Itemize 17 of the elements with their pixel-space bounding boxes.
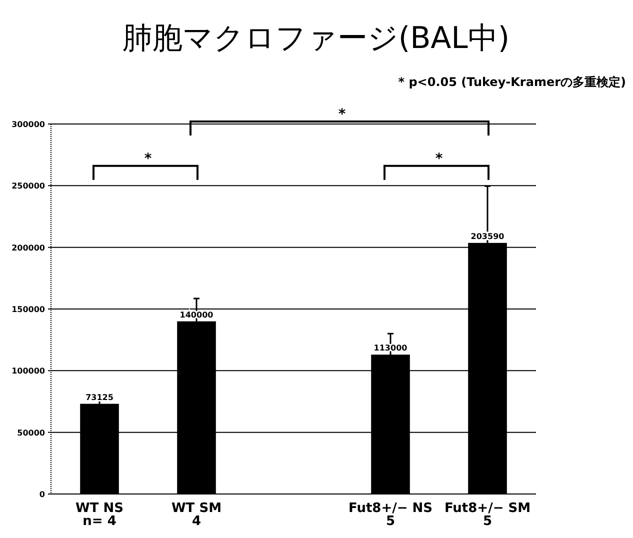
chart-title: 肺胞マクロファージ(BAL中) — [122, 21, 510, 56]
data-label: 73125 — [86, 392, 114, 402]
y-tick-label: 100000 — [12, 366, 46, 376]
y-tick-label: 0 — [39, 490, 46, 499]
y-tick-label: 150000 — [12, 305, 46, 314]
y-tick-label: 250000 — [12, 182, 46, 191]
text: * p<0.05 (Tukey-Kramerの多重検定) — [398, 75, 626, 89]
x-tick-label: Fut8+/− SM 5 — [444, 501, 531, 529]
x-tick-label: WT NS n= 4 — [76, 501, 124, 529]
y-tick-label: 300000 — [12, 120, 46, 129]
text: * — [338, 106, 346, 123]
y-tick-label: 50000 — [17, 428, 46, 438]
annotation: * — [435, 150, 444, 167]
x-tick-label: WT SM 4 — [171, 501, 222, 529]
y-tick-label: 200000 — [12, 243, 46, 252]
x-tick-label: Fut8+/− NS 5 — [348, 501, 433, 529]
annotation: * — [144, 150, 152, 167]
